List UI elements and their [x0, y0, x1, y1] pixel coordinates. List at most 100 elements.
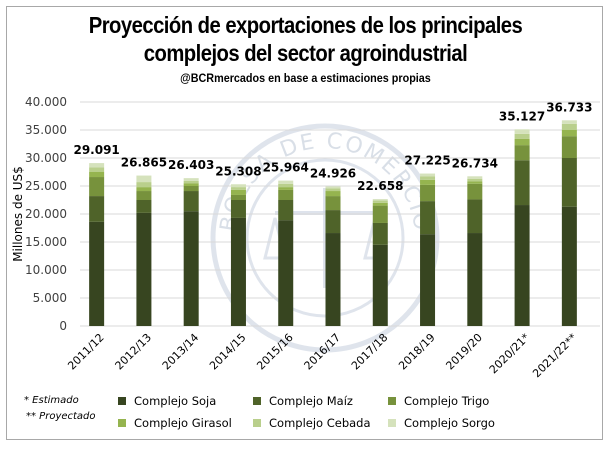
bar-segment-complejo-sorgo	[89, 163, 105, 168]
y-tick-label: 20.000	[25, 207, 67, 221]
legend-item: Complejo Maíz	[253, 394, 353, 408]
x-tick-label: 2014/15	[207, 331, 249, 373]
bar-stack	[561, 120, 577, 326]
legend-label: Complejo Girasol	[134, 416, 232, 430]
bar-segment-complejo-girasol	[325, 191, 341, 197]
x-axis-ticks: 2011/12 2012/13 2013/14 2014/15 2015/16 2016/…	[65, 331, 580, 381]
bar-segment-complejo-trigo	[183, 186, 199, 192]
chart-title-line-1: Proyección de exportaciones de los princ…	[88, 12, 523, 38]
bar-segment-complejo-cebada	[136, 182, 152, 188]
legend-label: Complejo Trigo	[404, 394, 490, 408]
y-tick-label: 40.000	[25, 95, 67, 109]
bar-segment-complejo-ma-z	[230, 200, 246, 218]
bar-segment-complejo-sorgo	[561, 120, 577, 124]
bar-segment-complejo-ma-z	[89, 196, 105, 222]
bar-stack	[420, 173, 436, 326]
bar-segment-complejo-girasol	[467, 181, 483, 184]
bar-segment-complejo-girasol	[561, 130, 577, 137]
total-data-label: 36.733	[546, 100, 592, 114]
bar-segment-complejo-trigo	[561, 136, 577, 158]
legend-swatch	[388, 419, 396, 427]
bar-stack	[230, 184, 246, 326]
total-data-label: 27.225	[404, 154, 450, 168]
bar-segment-complejo-cebada	[89, 167, 105, 172]
bar-segment-complejo-trigo	[230, 194, 246, 200]
legend-item: Complejo Girasol	[118, 416, 232, 430]
bar-segment-complejo-sorgo	[325, 186, 341, 189]
bar-segment-complejo-trigo	[325, 196, 341, 211]
y-axis-label: Millones de US$	[11, 166, 25, 262]
bar-segment-complejo-trigo	[514, 145, 530, 161]
y-tick-label: 15.000	[25, 235, 67, 249]
x-tick-label: 2012/13	[113, 331, 155, 373]
legend-swatch	[118, 419, 126, 427]
total-data-label: 25.308	[215, 164, 261, 178]
bar-segment-complejo-ma-z	[325, 210, 341, 234]
x-tick-label: 2017/18	[349, 331, 391, 373]
bar-segment-complejo-soja	[514, 205, 530, 326]
bar-segment-complejo-girasol	[89, 172, 105, 178]
bar-segment-complejo-sorgo	[278, 180, 294, 184]
bar-segment-complejo-girasol	[136, 187, 152, 192]
bar-segment-complejo-cebada	[372, 200, 388, 203]
bar-segment-complejo-girasol	[514, 138, 530, 146]
bar-segment-complejo-girasol	[230, 189, 246, 195]
note-proyectado: ** Proyectado	[26, 411, 96, 422]
bar-segment-complejo-ma-z	[136, 200, 152, 213]
bar-segment-complejo-ma-z	[372, 222, 388, 245]
bar-segment-complejo-sorgo	[136, 175, 152, 183]
bar-stack	[514, 129, 530, 326]
total-data-label: 26.403	[168, 158, 214, 172]
x-tick-label: 2015/16	[254, 331, 296, 373]
x-tick-label: 2016/17	[302, 331, 344, 373]
total-data-label: 22.658	[357, 179, 403, 193]
legend-swatch	[253, 397, 261, 405]
bar-segment-complejo-girasol	[420, 179, 436, 185]
x-tick-label: 2021/22**	[530, 331, 580, 381]
bar-stack	[183, 178, 199, 326]
bar-segment-complejo-trigo	[278, 189, 294, 200]
bar-segment-complejo-ma-z	[561, 158, 577, 207]
chart-subtitle: @BCRmercados en base a estimaciones prop…	[180, 71, 431, 85]
bar-segment-complejo-cebada	[514, 133, 530, 139]
bar-segment-complejo-soja	[183, 211, 199, 326]
legend-item: Complejo Trigo	[388, 394, 489, 408]
bar-segment-complejo-cebada	[420, 176, 436, 180]
note-estimado: * Estimado	[24, 395, 79, 406]
bar-segment-complejo-trigo	[136, 191, 152, 200]
bar-segment-complejo-cebada	[467, 178, 483, 182]
bar-segment-complejo-cebada	[325, 188, 341, 192]
bar-segment-complejo-sorgo	[467, 176, 483, 179]
bar-segment-complejo-soja	[89, 221, 105, 326]
x-tick-label: 2019/20	[443, 331, 485, 373]
bar-segment-complejo-trigo	[89, 177, 105, 197]
bar-segment-complejo-girasol	[183, 183, 199, 186]
bar-stack	[325, 186, 341, 326]
y-tick-label: 10.000	[25, 263, 67, 277]
bar-segment-complejo-ma-z	[183, 191, 199, 212]
bar-segment-complejo-sorgo	[514, 129, 530, 134]
bar-stack	[89, 163, 105, 326]
x-tick-label: 2013/14	[160, 331, 202, 373]
bar-segment-complejo-sorgo	[372, 199, 388, 201]
bars	[89, 120, 577, 326]
legend-item: Complejo Cebada	[253, 416, 371, 430]
bar-segment-complejo-trigo	[420, 184, 436, 202]
bar-segment-complejo-sorgo	[420, 173, 436, 177]
bar-segment-complejo-cebada	[561, 123, 577, 130]
bar-segment-complejo-sorgo	[230, 184, 246, 188]
bar-segment-complejo-ma-z	[467, 199, 483, 234]
bar-segment-complejo-sorgo	[183, 178, 199, 181]
bar-stack	[467, 176, 483, 326]
y-tick-label: 25.000	[25, 179, 67, 193]
legend-item: Complejo Sorgo	[388, 416, 495, 430]
total-data-label: 29.091	[73, 143, 119, 157]
bar-segment-complejo-soja	[230, 217, 246, 326]
bar-segment-complejo-cebada	[230, 187, 246, 190]
bar-segment-complejo-soja	[278, 220, 294, 326]
bar-stack	[278, 180, 294, 326]
x-tick-label: 2020/21*	[487, 331, 533, 377]
legend-swatch	[118, 397, 126, 405]
legend-label: Complejo Sorgo	[404, 416, 495, 430]
